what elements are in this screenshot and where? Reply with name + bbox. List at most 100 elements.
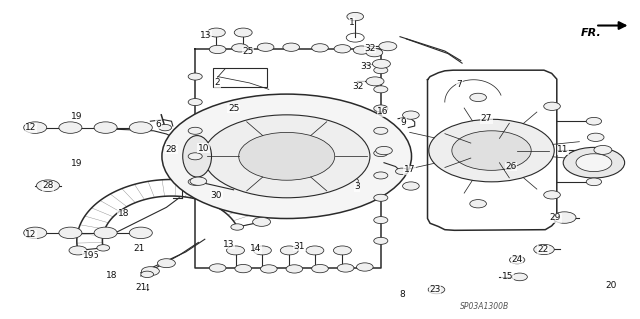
Circle shape (260, 265, 277, 273)
Text: 31: 31 (294, 242, 305, 251)
Circle shape (347, 12, 364, 21)
Text: 23: 23 (429, 285, 441, 294)
Text: 19: 19 (83, 251, 94, 260)
Circle shape (227, 246, 244, 255)
Text: 27: 27 (481, 114, 492, 123)
Text: 19: 19 (71, 159, 83, 168)
Circle shape (576, 154, 612, 172)
Circle shape (509, 256, 525, 264)
Circle shape (97, 245, 109, 251)
Circle shape (232, 44, 248, 52)
Text: 4: 4 (143, 284, 148, 293)
Text: 14: 14 (250, 244, 262, 253)
Circle shape (544, 102, 561, 110)
Text: 32: 32 (364, 44, 376, 53)
Text: 18: 18 (106, 271, 118, 280)
Circle shape (544, 191, 561, 199)
Text: 8: 8 (399, 290, 404, 299)
Circle shape (198, 150, 211, 156)
Circle shape (403, 182, 419, 190)
Text: 17: 17 (404, 165, 415, 174)
Circle shape (209, 264, 226, 272)
Text: 22: 22 (537, 245, 548, 254)
Circle shape (141, 271, 154, 278)
Circle shape (231, 224, 244, 230)
Text: 24: 24 (511, 255, 523, 263)
Text: 7: 7 (457, 80, 462, 89)
Circle shape (157, 259, 175, 268)
Text: 9: 9 (401, 118, 406, 127)
Text: 10: 10 (198, 144, 209, 153)
Circle shape (24, 227, 47, 239)
Text: 13: 13 (223, 240, 235, 249)
Text: 19: 19 (71, 112, 83, 121)
Circle shape (234, 28, 252, 37)
Circle shape (396, 168, 408, 174)
Text: 21: 21 (134, 244, 145, 253)
Text: 29: 29 (550, 213, 561, 222)
Circle shape (94, 227, 117, 239)
Circle shape (534, 244, 554, 255)
Circle shape (374, 172, 388, 179)
Text: 12: 12 (25, 230, 36, 239)
Circle shape (403, 111, 419, 119)
Text: 33: 33 (360, 63, 372, 71)
Text: 15: 15 (502, 272, 513, 281)
Text: 5: 5 (92, 251, 97, 260)
Circle shape (188, 127, 202, 134)
Circle shape (188, 153, 202, 160)
Circle shape (366, 77, 384, 86)
Circle shape (94, 122, 117, 133)
Circle shape (235, 264, 252, 273)
Circle shape (24, 122, 47, 133)
Circle shape (239, 132, 335, 180)
Circle shape (337, 264, 354, 272)
Circle shape (374, 67, 388, 74)
Circle shape (374, 194, 388, 201)
Circle shape (586, 117, 602, 125)
Text: FR.: FR. (581, 28, 602, 38)
Circle shape (312, 44, 328, 52)
Circle shape (374, 237, 388, 244)
Circle shape (379, 42, 397, 51)
Circle shape (306, 246, 324, 255)
Circle shape (333, 246, 351, 255)
Text: 18: 18 (118, 209, 129, 218)
Text: 12: 12 (25, 123, 36, 132)
Circle shape (512, 273, 527, 281)
Circle shape (188, 73, 202, 80)
Circle shape (452, 131, 531, 170)
Circle shape (586, 178, 602, 186)
Circle shape (209, 45, 226, 54)
Circle shape (376, 146, 392, 155)
Text: 28: 28 (42, 181, 54, 190)
Circle shape (374, 127, 388, 134)
Circle shape (59, 122, 82, 133)
Circle shape (159, 124, 172, 131)
Circle shape (353, 46, 370, 54)
Text: 1: 1 (349, 18, 355, 27)
Text: 26: 26 (505, 162, 516, 171)
Circle shape (207, 28, 225, 37)
Text: 21: 21 (135, 283, 147, 292)
Circle shape (129, 122, 152, 133)
Circle shape (594, 145, 612, 154)
Text: 3: 3 (355, 182, 360, 191)
Circle shape (470, 93, 486, 101)
Text: 25: 25 (243, 47, 254, 56)
Circle shape (588, 133, 604, 141)
Circle shape (280, 246, 298, 255)
Text: 28: 28 (166, 145, 177, 154)
Circle shape (141, 267, 159, 276)
Text: 20: 20 (605, 281, 617, 290)
Circle shape (286, 265, 303, 273)
Circle shape (356, 263, 373, 271)
Text: 2: 2 (215, 78, 220, 87)
Circle shape (253, 218, 271, 226)
Circle shape (366, 48, 383, 57)
Text: 11: 11 (557, 145, 569, 154)
Circle shape (470, 200, 486, 208)
Circle shape (69, 246, 87, 255)
Ellipse shape (183, 136, 211, 177)
Circle shape (374, 217, 388, 224)
